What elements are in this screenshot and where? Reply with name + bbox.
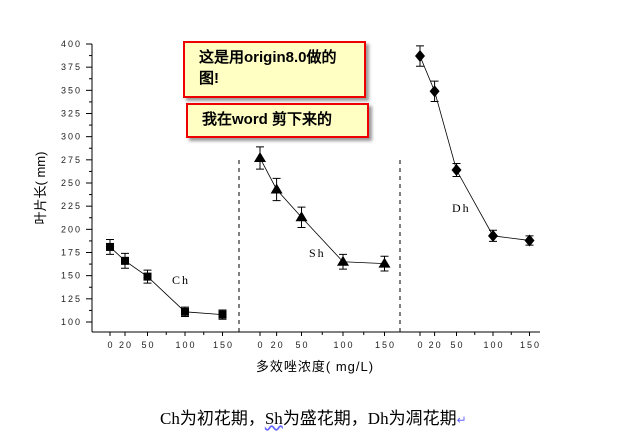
x-tick-label: 150 bbox=[375, 340, 396, 350]
caption-part-2: Sh bbox=[264, 409, 283, 428]
data-point bbox=[451, 164, 462, 177]
y-tick-label: 275 bbox=[61, 155, 82, 165]
y-tick-label: 375 bbox=[61, 62, 82, 72]
caption: Ch为初花期，Sh为盛花期，Dh为凋花期↵ bbox=[160, 404, 467, 429]
series-label-Ch: Ch bbox=[172, 273, 190, 287]
data-point bbox=[218, 310, 227, 319]
caption-part-3: 为盛花期，Dh为凋花期 bbox=[282, 409, 457, 428]
data-point bbox=[378, 257, 391, 268]
x-tick-label: 100 bbox=[333, 340, 354, 350]
x-tick-label: 20 bbox=[271, 340, 285, 350]
y-tick-label: 150 bbox=[61, 271, 82, 281]
x-tick-label: 0 bbox=[257, 340, 264, 350]
y-tick-label: 300 bbox=[61, 132, 82, 142]
x-tick-label: 20 bbox=[119, 340, 133, 350]
data-point bbox=[415, 50, 425, 63]
x-tick-label: 100 bbox=[175, 340, 196, 350]
y-tick-label: 175 bbox=[61, 248, 82, 258]
x-tick-label: 50 bbox=[141, 340, 155, 350]
y-tick-label: 200 bbox=[61, 224, 82, 234]
x-tick-label: 20 bbox=[429, 340, 443, 350]
y-tick-label: 250 bbox=[61, 178, 82, 188]
data-point bbox=[254, 151, 266, 162]
data-point bbox=[181, 307, 189, 316]
x-tick-label: 0 bbox=[417, 340, 424, 350]
y-tick-label: 325 bbox=[61, 109, 82, 119]
x-axis-label: 多效唑浓度( mg/L) bbox=[256, 359, 374, 374]
paragraph-mark: ↵ bbox=[456, 413, 467, 427]
callout-word: 我在word 剪下来的 bbox=[186, 103, 369, 138]
x-tick-label: 50 bbox=[295, 340, 309, 350]
data-point bbox=[270, 183, 283, 194]
x-tick-label: 50 bbox=[450, 340, 464, 350]
y-tick-label: 225 bbox=[61, 201, 82, 211]
callout-origin: 这是用origin8.0做的图! bbox=[183, 41, 366, 98]
data-point bbox=[488, 229, 498, 242]
data-point bbox=[524, 234, 535, 247]
x-tick-label: 150 bbox=[520, 340, 541, 350]
data-point bbox=[143, 272, 152, 281]
y-axis-label: 叶片长( mm) bbox=[33, 152, 48, 225]
y-tick-label: 100 bbox=[61, 317, 82, 327]
y-tick-label: 400 bbox=[61, 39, 82, 49]
data-point bbox=[106, 242, 114, 251]
data-point bbox=[337, 255, 349, 266]
data-point bbox=[295, 211, 308, 222]
series-label-Sh: Sh bbox=[309, 246, 326, 260]
x-tick-label: 0 bbox=[107, 340, 114, 350]
y-tick-label: 350 bbox=[61, 85, 82, 95]
data-point bbox=[429, 85, 440, 98]
x-tick-label: 150 bbox=[213, 340, 234, 350]
data-point bbox=[121, 256, 129, 265]
caption-part-1: Ch为初花期， bbox=[160, 409, 265, 428]
x-tick-label: 100 bbox=[483, 340, 504, 350]
series-label-Dh: Dh bbox=[452, 201, 471, 215]
series-line-Dh bbox=[419, 55, 530, 241]
y-tick-label: 125 bbox=[61, 294, 82, 304]
